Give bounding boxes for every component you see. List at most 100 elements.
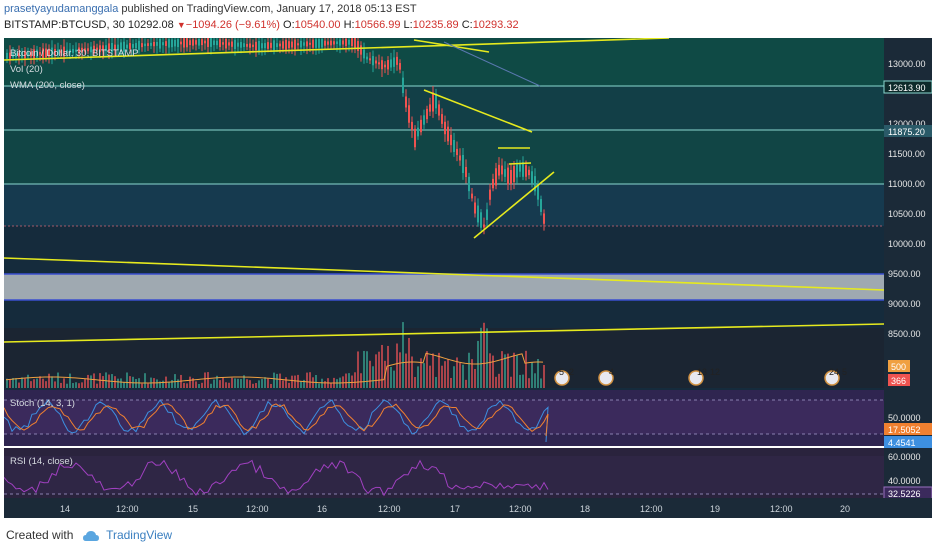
candle (18, 53, 20, 57)
volume-bar (381, 344, 383, 388)
volume-bar (315, 374, 317, 388)
chart-svg[interactable]: Bitcoin / Dollar, 30, BITSTAMP Vol (20) … (4, 38, 932, 518)
volume-bar (489, 353, 491, 388)
high-value: 10566.99 (354, 19, 401, 31)
volume-bar (342, 376, 344, 388)
event-badge[interactable] (688, 370, 704, 386)
volume-bar (372, 366, 374, 388)
candle (93, 45, 95, 53)
volume-bar (201, 382, 203, 388)
candle (201, 39, 203, 46)
volume-bar (471, 359, 473, 388)
time-tick: 12:00 (378, 504, 401, 514)
trendline-top-short (413, 39, 490, 53)
candle (57, 49, 59, 55)
volume-bar (213, 379, 215, 388)
candle (213, 40, 215, 45)
time-tick: 12:00 (246, 504, 269, 514)
created-with: Created with TradingView (6, 528, 172, 542)
candle (15, 53, 17, 58)
volume-bar (63, 378, 65, 388)
candle (408, 105, 410, 123)
volume-bar (300, 381, 302, 388)
volume-bar (12, 378, 14, 388)
volume-bar (351, 375, 353, 388)
candle (447, 126, 449, 142)
price-tick: 10000.00 (888, 239, 926, 249)
candle (279, 43, 281, 47)
candle (24, 50, 26, 59)
chart-area[interactable]: Bitcoin / Dollar, 30, BITSTAMP Vol (20) … (4, 38, 932, 518)
event-badge[interactable] (598, 370, 614, 386)
time-tick: 18 (580, 504, 590, 514)
candle (525, 165, 527, 177)
candle (249, 43, 251, 48)
candle (480, 212, 482, 228)
candle (414, 128, 416, 148)
price-axis[interactable] (884, 38, 932, 398)
candle (165, 41, 167, 46)
price-tick: 10500.00 (888, 209, 926, 219)
price-change: −1094.26 (−9.61%) (185, 19, 280, 31)
candle (105, 45, 107, 52)
candle (45, 48, 47, 58)
candle (471, 193, 473, 199)
candle (198, 38, 200, 46)
candle (69, 49, 71, 53)
candle (504, 169, 506, 177)
volume-bar (258, 380, 260, 388)
time-tick: 12:00 (116, 504, 139, 514)
volume-bar (360, 373, 362, 388)
volume-bar (426, 351, 428, 388)
volume-bar (51, 376, 53, 388)
candle (153, 41, 155, 47)
volume-bar (126, 372, 128, 388)
volume-bar (66, 383, 68, 388)
volume-bar (462, 364, 464, 388)
candle (225, 38, 227, 49)
candle (303, 42, 305, 46)
candle (9, 52, 11, 59)
candle (150, 42, 152, 46)
time-axis[interactable] (4, 498, 932, 518)
price-tick: 11500.00 (888, 149, 925, 159)
open-label: O: (283, 19, 295, 31)
volume-bar (249, 380, 251, 388)
candle (354, 38, 356, 48)
event-badge[interactable] (554, 370, 570, 386)
volume-bar (276, 373, 278, 388)
candle (498, 164, 500, 176)
candle (114, 44, 116, 51)
author-link[interactable]: prasetyayudamanggala (4, 3, 119, 15)
candle (531, 171, 533, 184)
candle (495, 168, 497, 186)
volume-bars (6, 322, 545, 388)
candle (315, 39, 317, 48)
volume-bar (117, 378, 119, 388)
candle (27, 52, 29, 57)
stoch-tag-d-text: 4.4541 (888, 438, 916, 448)
candle (306, 41, 308, 47)
candle (171, 39, 173, 48)
candle (519, 164, 521, 172)
candle (228, 42, 230, 46)
candle (534, 176, 536, 192)
trendline-blue (443, 41, 541, 87)
time-tick: 12:00 (640, 504, 663, 514)
tradingview-link[interactable]: TradingView (106, 528, 173, 542)
volume-bar (18, 382, 20, 388)
candle (399, 63, 401, 70)
volume-bar (234, 378, 236, 388)
event-badges[interactable]: 5 2 4 13 12 24 5 (554, 367, 847, 386)
volume-bar (177, 379, 179, 388)
candle (192, 39, 194, 46)
candle (78, 47, 80, 54)
volume-bar (105, 372, 107, 388)
candle (537, 185, 539, 200)
candle (366, 56, 368, 60)
volume-bar (54, 381, 56, 388)
volume-bar (27, 374, 29, 388)
candle (429, 104, 431, 112)
event-badge[interactable] (824, 370, 840, 386)
stoch-tag-d (884, 436, 932, 448)
